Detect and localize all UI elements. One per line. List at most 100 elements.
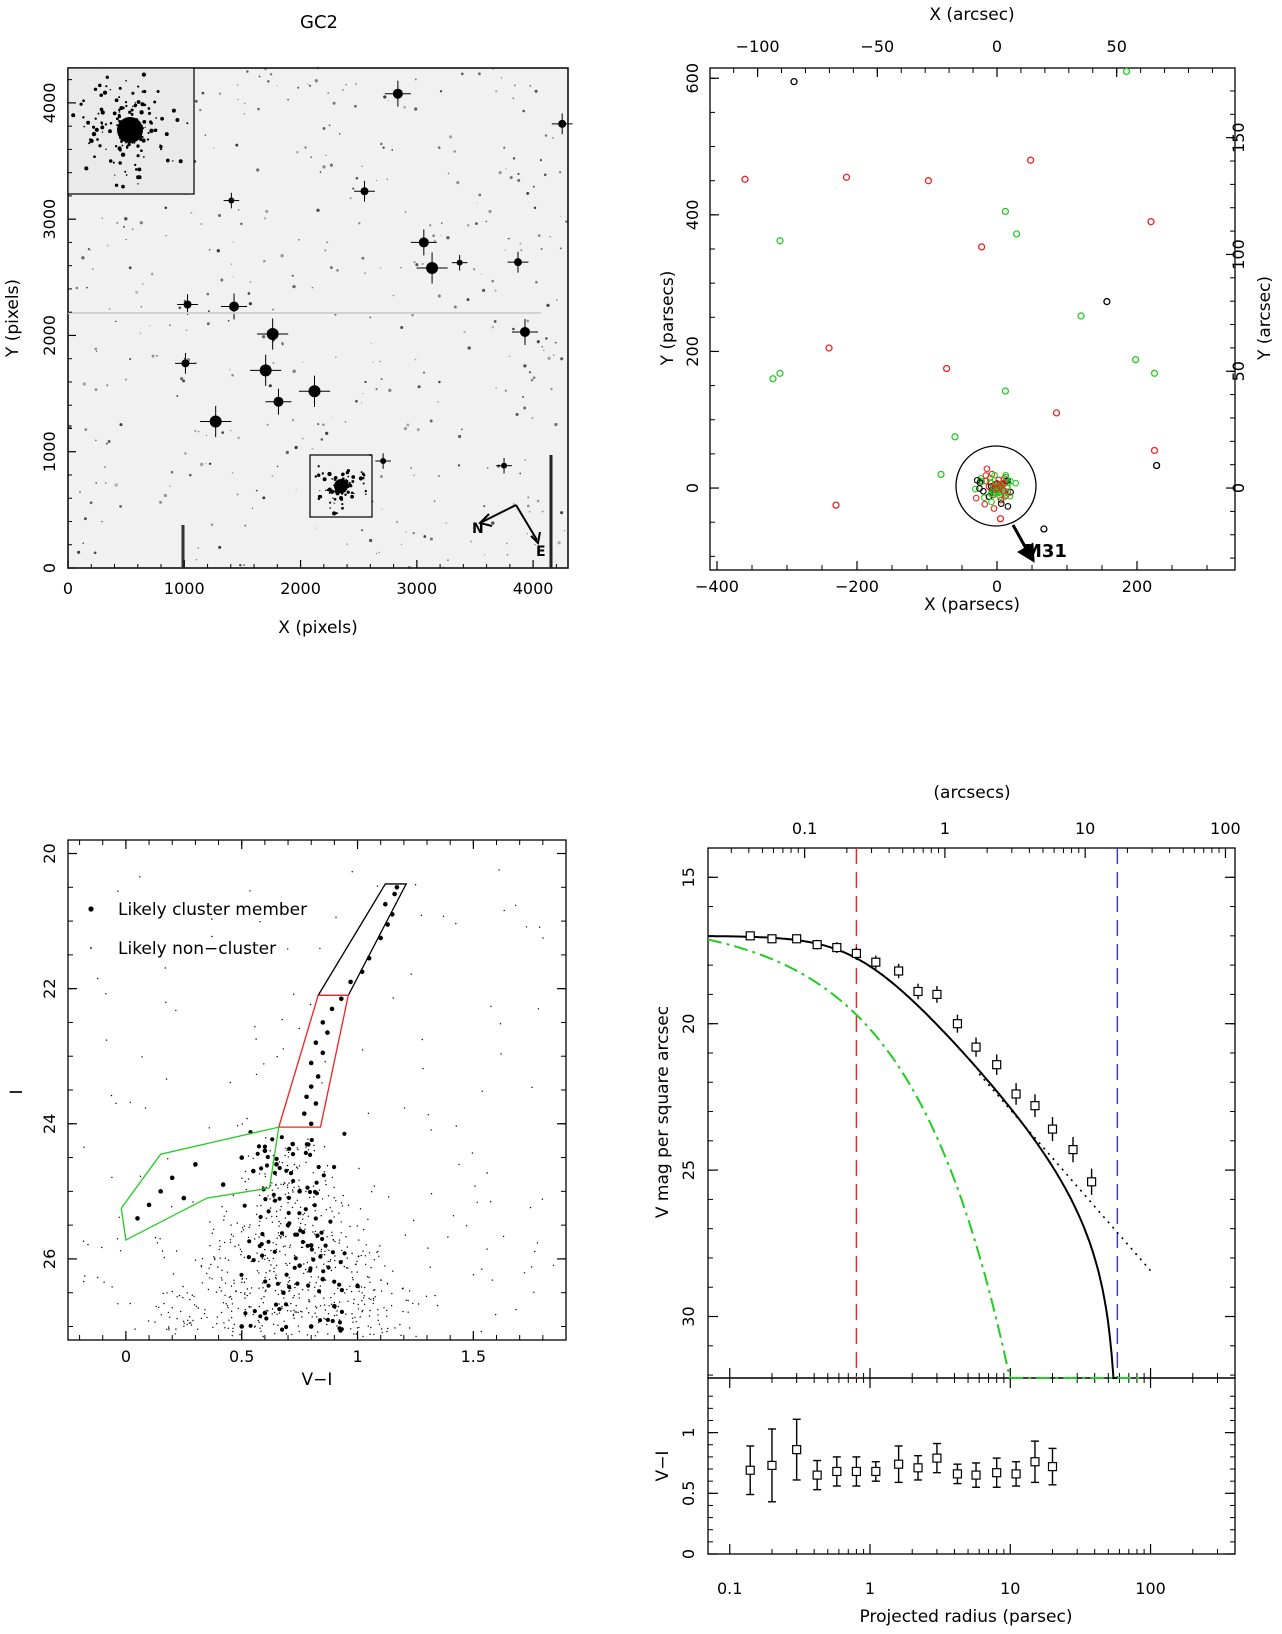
nonmember-point	[261, 1325, 263, 1327]
nonmember-point	[325, 1183, 327, 1186]
nonmember-point	[320, 1215, 322, 1217]
star-point	[457, 464, 461, 467]
star-point	[304, 146, 307, 149]
star-point	[336, 269, 339, 272]
nonmember-point	[197, 1307, 199, 1309]
nonmember-point	[319, 1285, 322, 1287]
nonmember-point	[285, 1262, 287, 1265]
nonmember-point	[234, 1245, 236, 1248]
nonmember-point	[388, 1196, 390, 1198]
nonmember-point	[525, 926, 528, 928]
nonmember-point	[301, 1311, 303, 1313]
cluster-star	[100, 125, 105, 130]
nonmember-point	[289, 1244, 292, 1246]
member-point	[306, 1283, 311, 1288]
cluster-star	[118, 148, 122, 152]
nonmember-point	[325, 1208, 327, 1211]
nonmember-point	[256, 1252, 258, 1254]
nonmember-point	[376, 885, 379, 887]
nonmember-point	[358, 1167, 360, 1170]
nonmember-point	[293, 1317, 295, 1319]
member-point	[251, 1168, 256, 1174]
color-point	[894, 1459, 904, 1469]
core-point	[982, 472, 990, 479]
cluster-star	[108, 159, 113, 163]
nonmember-point	[258, 1272, 260, 1274]
nonmember-point	[331, 1234, 333, 1237]
nonmember-point	[228, 1296, 230, 1299]
star-point	[208, 249, 211, 251]
x-top-tick-label: 10	[1075, 819, 1095, 838]
core-point	[1006, 492, 1014, 500]
member-point	[320, 1020, 326, 1025]
panel-image: GC2 N E 00100010002000200030003000400040…	[3, 12, 573, 638]
member-point	[266, 1209, 271, 1214]
nonmember-point	[229, 1239, 232, 1241]
nonmember-point	[175, 1250, 178, 1252]
cluster-star	[347, 475, 350, 478]
y-right-tick-label: 0	[1229, 483, 1248, 493]
nonmember-point	[383, 1307, 385, 1309]
star-point	[545, 337, 548, 340]
nonmember-point	[481, 1268, 483, 1270]
star-point	[513, 503, 515, 505]
color-point	[812, 1470, 822, 1480]
nonmember-point	[305, 1161, 307, 1164]
member-point	[323, 1243, 328, 1248]
nonmember-point	[531, 1086, 533, 1089]
nonmember-point	[376, 1251, 378, 1254]
nonmember-point	[368, 1276, 370, 1279]
nonmember-point	[452, 1215, 455, 1217]
cluster-star	[142, 156, 145, 158]
star-point	[242, 563, 246, 567]
star-point	[433, 500, 436, 502]
nonmember-point	[352, 1321, 354, 1323]
nonmember-point	[141, 1056, 143, 1058]
cluster-star	[331, 478, 334, 480]
nonmember-point	[314, 1210, 316, 1212]
star-point	[453, 150, 457, 153]
nonmember-point	[357, 1308, 360, 1310]
nonmember-point	[264, 1258, 266, 1261]
profile-frame	[707, 847, 1236, 1379]
nonmember-point	[381, 1331, 383, 1334]
color-point	[992, 1468, 1002, 1478]
nonmember-point	[474, 1185, 476, 1187]
cluster-star	[147, 111, 152, 115]
nonmember-point	[370, 1298, 372, 1301]
core-point	[1004, 503, 1012, 510]
nonmember-point	[194, 913, 196, 915]
nonmember-point	[213, 1256, 215, 1258]
member-point	[308, 1060, 314, 1066]
nonmember-point	[330, 1269, 333, 1272]
cluster-star	[98, 144, 102, 148]
star-point	[119, 504, 123, 508]
nonmember-point	[351, 871, 353, 873]
nonmember-point	[324, 1180, 327, 1182]
nonmember-point	[314, 1230, 317, 1233]
nonmember-point	[105, 1039, 108, 1041]
cluster-star	[121, 123, 125, 128]
red-point	[1150, 446, 1159, 455]
cluster-star	[93, 155, 96, 159]
member-point	[264, 1163, 270, 1168]
nonmember-point	[193, 1295, 195, 1298]
nonmember-point	[190, 1324, 193, 1326]
nonmember-point	[356, 1225, 358, 1227]
star-point	[392, 294, 395, 297]
star-point	[294, 445, 298, 450]
member-point	[295, 1281, 300, 1286]
nonmember-point	[314, 1286, 316, 1289]
nonmember-point	[316, 1316, 318, 1318]
compass-e-label: E	[536, 544, 546, 560]
nonmember-point	[154, 1321, 156, 1323]
nonmember-point	[248, 1226, 250, 1229]
nonmember-point	[338, 1239, 341, 1241]
member-point	[305, 1243, 310, 1248]
cluster-star	[125, 146, 129, 149]
cluster-star	[96, 138, 99, 141]
nonmember-point	[301, 1246, 304, 1249]
star-point	[483, 505, 486, 508]
nonmember-point	[265, 1186, 267, 1188]
nonmember-point	[394, 1327, 396, 1329]
